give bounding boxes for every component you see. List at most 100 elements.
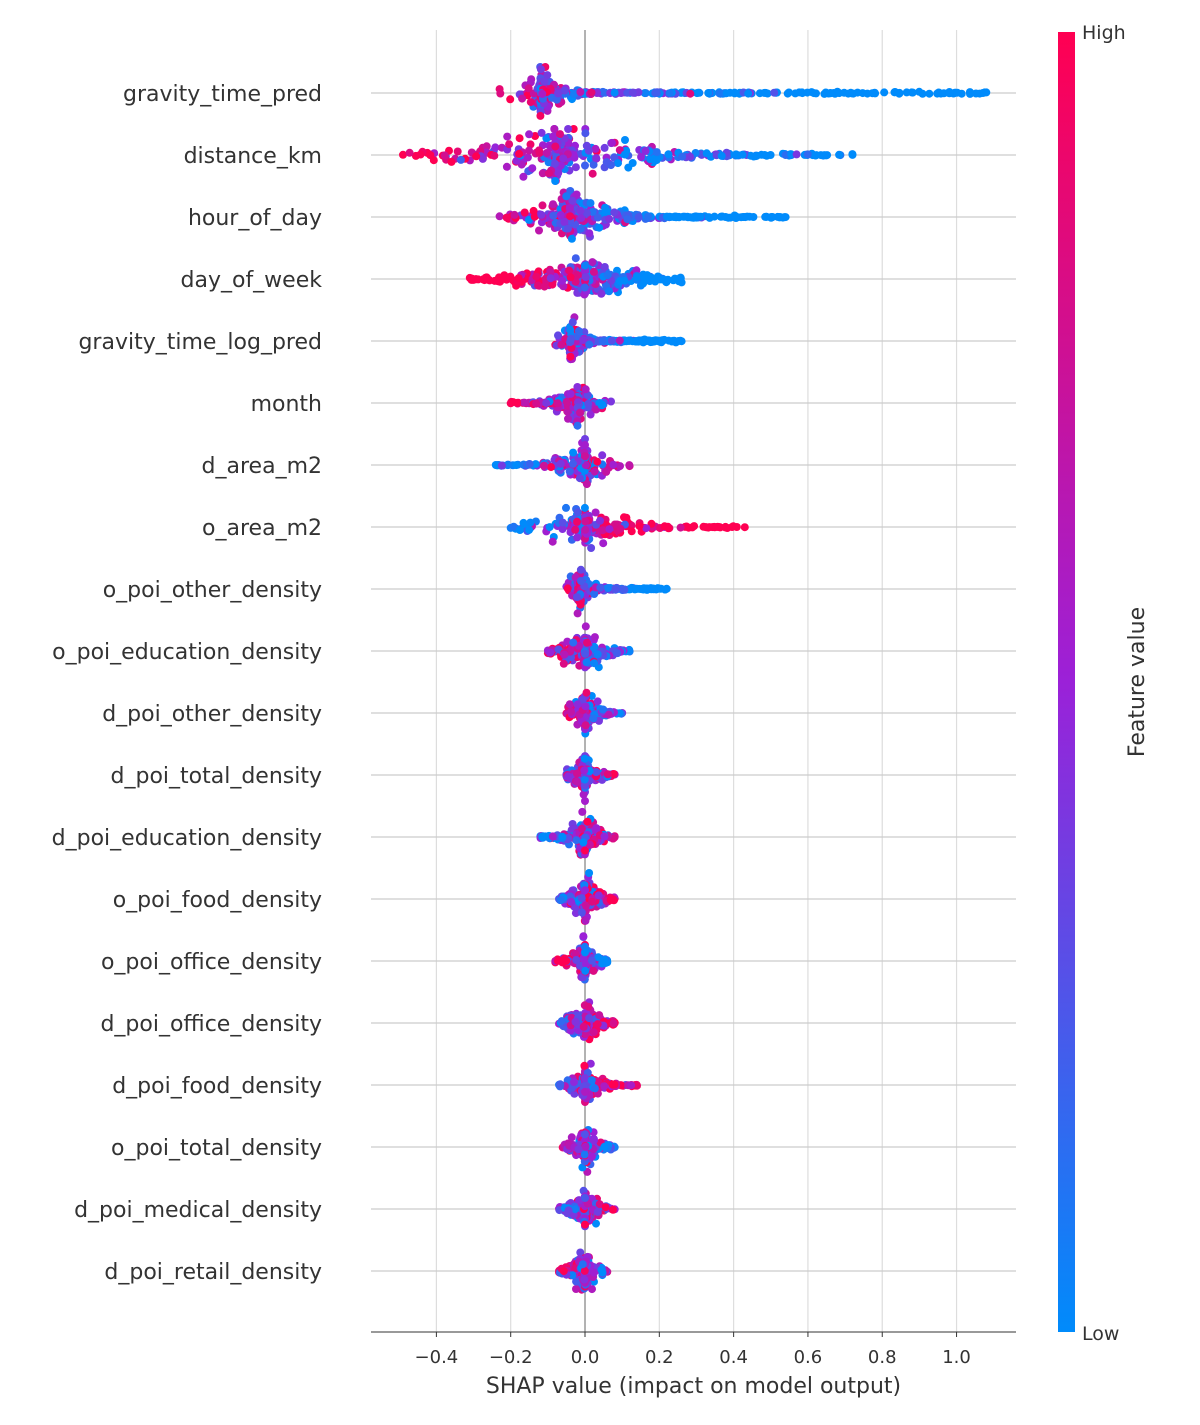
shap-point [570, 1078, 578, 1086]
shap-point [544, 169, 553, 178]
shap-point [586, 1059, 595, 1068]
shap-point [569, 125, 578, 133]
shap-point [582, 141, 591, 150]
shap-point [637, 337, 646, 346]
shap-point [583, 817, 592, 826]
shap-point [587, 544, 596, 552]
shap-point [556, 130, 564, 139]
shap-point [519, 518, 528, 527]
shap-point [556, 459, 565, 468]
shap-point [563, 637, 572, 646]
shap-point [581, 702, 590, 711]
shap-point [576, 408, 584, 417]
shap-point [581, 649, 590, 658]
shap-point [600, 832, 609, 841]
shap-point [566, 352, 575, 361]
shap-point [642, 524, 651, 533]
feature-label: hour_of_day [188, 206, 322, 231]
shap-point [512, 461, 521, 470]
feature-label: o_area_m2 [202, 516, 322, 541]
shap-point [978, 89, 987, 97]
shap-point [568, 1271, 577, 1280]
shap-point [598, 526, 607, 535]
shap-point [549, 132, 558, 141]
shap-point [557, 340, 566, 349]
shap-point [556, 1080, 565, 1089]
shap-point [573, 271, 582, 280]
shap-point [581, 797, 589, 805]
shap-point [509, 398, 518, 407]
shap-point [579, 1022, 588, 1031]
shap-point [604, 710, 613, 719]
shap-point [581, 441, 589, 449]
shap-point [582, 480, 591, 489]
shap-point [536, 65, 545, 74]
shap-point [559, 1267, 568, 1276]
shap-point [566, 707, 575, 716]
shap-point [557, 896, 565, 905]
shap-point [576, 88, 585, 96]
shap-point [587, 1076, 596, 1085]
shap-point [566, 389, 575, 398]
shap-point [925, 89, 934, 98]
shap-point [966, 89, 974, 98]
shap-point [761, 212, 770, 221]
shap-point [588, 1285, 596, 1294]
shap-point [918, 89, 927, 98]
shap-point [775, 213, 784, 222]
shap-point [592, 1219, 600, 1228]
shap-point [568, 196, 577, 205]
shap-point [641, 147, 650, 155]
shap-point [581, 966, 590, 975]
shap-point [500, 271, 509, 280]
shap-point [520, 398, 529, 407]
shap-point [608, 138, 616, 147]
shap-point [585, 869, 594, 877]
shap-point [554, 89, 562, 98]
shap-point [582, 209, 591, 218]
shap-point [594, 953, 603, 962]
shap-point [565, 204, 574, 213]
shap-point [581, 273, 590, 281]
shap-point [586, 199, 595, 208]
shap-point [811, 151, 820, 160]
shap-point [589, 160, 598, 169]
shap-point [658, 336, 667, 345]
shap-point [704, 89, 713, 97]
shap-point [581, 517, 590, 526]
shap-point [497, 461, 506, 470]
shap-point [589, 714, 598, 723]
shap-point [570, 90, 579, 98]
shap-point [717, 151, 726, 160]
shap-point [540, 77, 549, 86]
shap-point [635, 522, 644, 531]
shap-point [730, 211, 739, 220]
shap-point [556, 211, 565, 219]
shap-point [665, 89, 674, 98]
shap-point [572, 190, 581, 199]
shap-point [721, 522, 730, 531]
shap-point [573, 508, 582, 517]
shap-point [577, 824, 586, 833]
shap-point [559, 154, 568, 163]
shap-point [502, 162, 511, 171]
shap-point [826, 89, 835, 98]
shap-point [558, 832, 567, 841]
shap-point [579, 790, 588, 799]
shap-point [581, 1220, 589, 1229]
shap-point [675, 277, 683, 286]
shap-point [426, 151, 435, 159]
shap-point [525, 146, 533, 155]
shap-point [447, 157, 456, 166]
shap-point [515, 526, 524, 534]
shap-point [627, 1081, 636, 1090]
shap-point [880, 88, 889, 97]
shap-point [583, 638, 591, 647]
x-tick-label: 0.0 [571, 1347, 600, 1368]
shap-point [531, 460, 540, 469]
shap-point [471, 275, 480, 284]
shap-point [546, 648, 555, 657]
shap-point [573, 777, 581, 786]
shap-point [803, 88, 812, 97]
shap-point [721, 213, 730, 221]
